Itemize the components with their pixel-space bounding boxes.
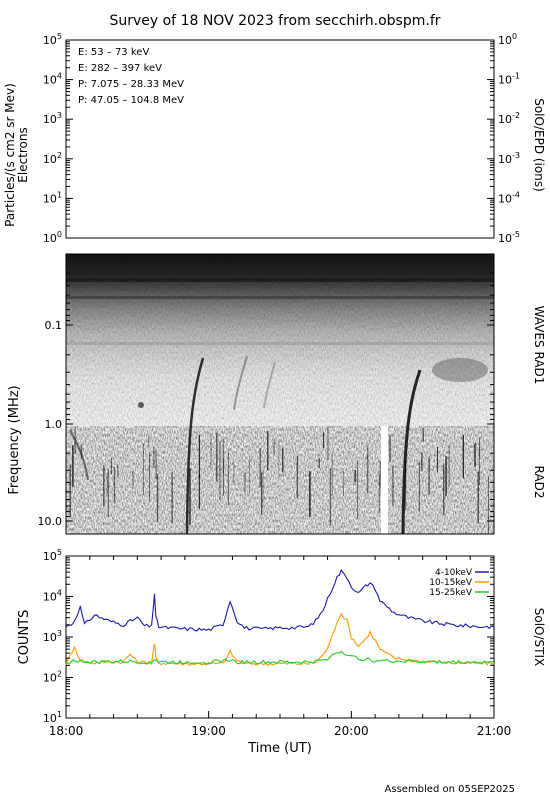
particles-ylabel: Particles/(s cm2 sr Mev) <box>3 83 17 227</box>
right-tick-label: 100 <box>498 32 517 47</box>
spectrogram-features <box>66 278 494 535</box>
freq-tick-label: 1.0 <box>45 418 63 431</box>
right-tick-label: 10-2 <box>498 111 520 126</box>
legend-entry-p7: P: 7.075 – 28.33 MeV <box>78 79 184 90</box>
particles-panel: 100 10-5 101 10-4 102 10-3 103 10-2 104 10-1 105 10… <box>3 32 546 245</box>
y-tick-label: 103 <box>43 111 62 126</box>
right-tick-label: 10-5 <box>498 230 520 245</box>
stix-right-label: SolO/STIX <box>532 608 546 667</box>
y-tick-label: 105 <box>43 548 62 563</box>
stix-legend-label: 4-10keV <box>435 568 473 578</box>
particles-right-label: SolO/EPD (ions) <box>532 98 546 192</box>
stix-y-ticks: 101 102 103 104 105 <box>43 548 494 725</box>
right-tick-label: 10-3 <box>498 151 520 166</box>
stix-ylabel: COUNTS <box>17 610 32 665</box>
y-tick-label: 101 <box>43 190 62 205</box>
spectrogram-ylabel: Frequency (MHz) <box>7 385 22 494</box>
stix-legend-label: 10-15keV <box>429 578 473 588</box>
data-gap <box>381 426 388 534</box>
stix-xlabel: Time (UT) <box>247 741 312 756</box>
burst-blob <box>432 358 488 382</box>
rad2-label: RAD2 <box>532 466 546 499</box>
stix-x-ticks: 18:00 19:00 20:00 21:00 <box>49 556 512 738</box>
burst-trace <box>69 429 89 481</box>
series-line-15-25keV <box>65 650 495 665</box>
rad1-label: WAVES RAD1 <box>532 306 546 385</box>
particles-legend: E: 53 – 73 keV E: 282 – 397 keV P: 7.075… <box>78 47 184 106</box>
rad1-noise <box>66 254 494 426</box>
figure-title: Survey of 18 NOV 2023 from secchirh.obsp… <box>109 13 440 29</box>
freq-tick-label: 0.1 <box>45 319 63 332</box>
rad1-band <box>66 296 494 299</box>
spectrogram-panel: 0.1 1.0 10.0 Frequency (MHz) WAVES RAD1 RA… <box>7 253 546 535</box>
burst-blob <box>138 402 144 408</box>
legend-entry-p47: P: 47.05 – 104.8 MeV <box>78 95 184 106</box>
particles-ylabel-electrons: Electrons <box>16 127 30 182</box>
y-tick-label: 102 <box>43 151 62 166</box>
freq-tick-label: 10.0 <box>38 515 63 528</box>
burst-trace <box>263 361 276 409</box>
rad2-noise <box>66 426 494 534</box>
series-line-4-10keV <box>65 568 495 632</box>
burst-trace <box>185 357 205 535</box>
right-tick-label: 10-1 <box>498 72 520 87</box>
y-tick-label: 103 <box>43 629 62 644</box>
rad1-band <box>66 278 494 282</box>
y-tick-label: 105 <box>43 32 62 47</box>
burst-trace <box>401 369 422 535</box>
spectrogram-y-ticks: 0.1 1.0 10.0 <box>38 272 494 528</box>
stix-series <box>65 568 495 667</box>
assembled-footer: Assembled on 05SEP2025 <box>385 784 515 795</box>
y-tick-label: 100 <box>43 230 62 245</box>
burst-trace <box>233 355 248 411</box>
x-tick-label: 18:00 <box>49 724 84 738</box>
y-tick-label: 101 <box>43 710 62 725</box>
right-tick-label: 10-4 <box>498 190 520 205</box>
legend-entry-e282: E: 282 – 397 keV <box>78 63 162 74</box>
stix-legend-label: 15-25keV <box>429 588 473 598</box>
x-tick-label: 19:00 <box>191 724 226 738</box>
legend-entry-e53: E: 53 – 73 keV <box>78 47 149 58</box>
y-tick-label: 104 <box>43 589 62 604</box>
particles-y-ticks: 100 10-5 101 10-4 102 10-3 103 10-2 104 10-1 105 10… <box>43 32 520 245</box>
particles-frame <box>65 39 495 239</box>
x-tick-label: 20:00 <box>334 724 369 738</box>
y-tick-label: 104 <box>43 72 62 87</box>
y-tick-label: 102 <box>43 670 62 685</box>
x-tick-label: 21:00 <box>477 724 512 738</box>
stix-panel: 101 102 103 104 105 18:00 19:00 20:00 21:00 4-1… <box>17 548 546 756</box>
rad1-band <box>66 342 494 345</box>
